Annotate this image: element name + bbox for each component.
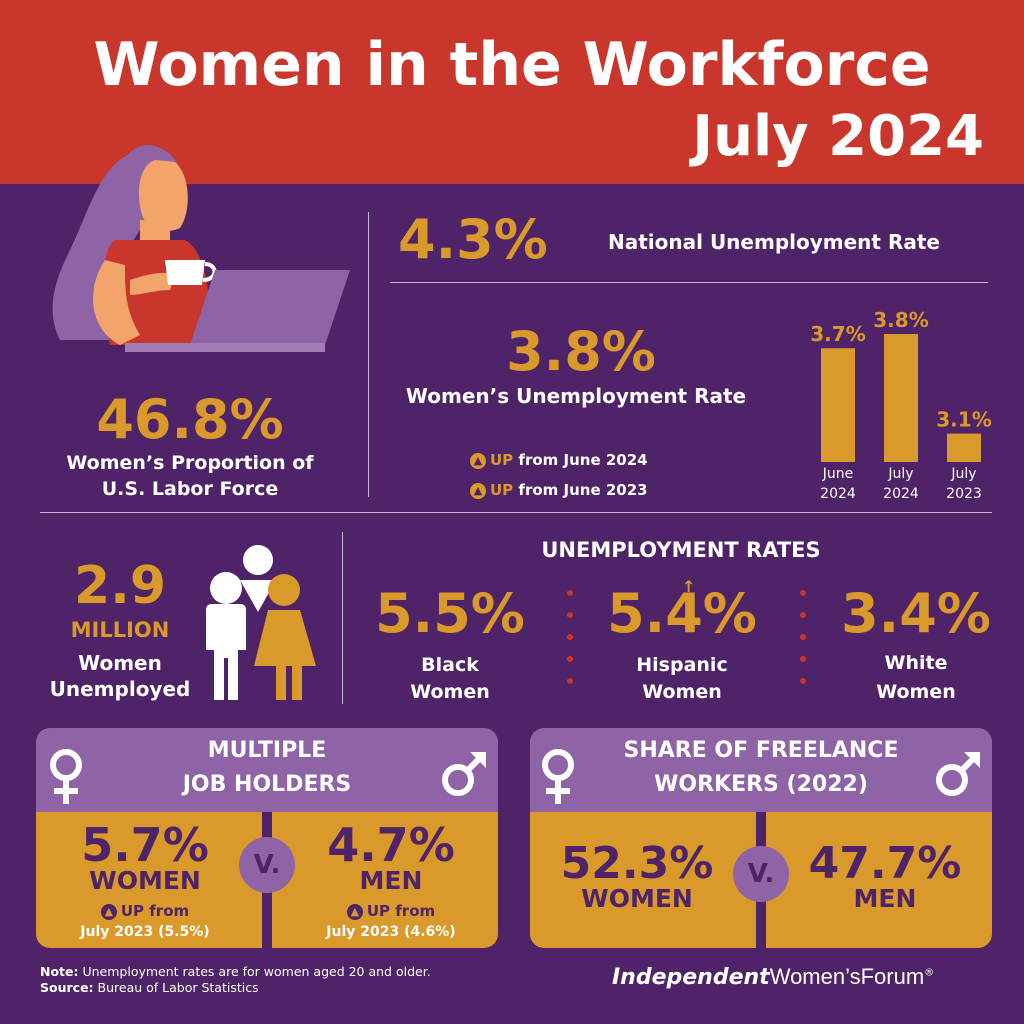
change-word: UP	[490, 481, 514, 499]
logo-part-3: Forum	[860, 964, 925, 989]
source-label: Source:	[40, 980, 94, 995]
bar-value-label: 3.1%	[936, 408, 991, 432]
category-label: 2023	[946, 486, 982, 502]
dotted-divider	[567, 590, 573, 700]
up-arrow-icon: ↑	[682, 577, 696, 596]
womens-rate-change-2: ▲ UP from June 2023	[470, 481, 648, 499]
bar-1	[884, 334, 918, 462]
unemployment-rates-heading: UNEMPLOYMENT RATES	[541, 538, 821, 562]
woman-laptop-illustration	[52, 145, 350, 352]
multiple-jobs-heading-line1: MULTIPLE	[207, 738, 327, 763]
black-women-label-line2: Women	[410, 681, 490, 703]
multiple-jobs-women-from: July 2023 (5.5%)	[80, 924, 210, 940]
note-label: Note:	[40, 964, 79, 979]
divider-line	[390, 282, 988, 283]
up-arrow-icon: ▲	[100, 903, 117, 920]
footer-note: Note: Unemployment rates are for women a…	[40, 964, 431, 979]
hispanic-women-rate: 5.4%	[607, 582, 757, 645]
up-arrow-icon: ▲	[346, 903, 363, 920]
multiple-jobs-men-cell	[272, 812, 498, 948]
category-label: June	[822, 466, 854, 482]
up-arrow-icon: ▲	[470, 482, 486, 499]
multiple-jobs-heading-line2: JOB HOLDERS	[182, 772, 352, 797]
freelance-women-label: WOMEN	[581, 884, 693, 913]
vertical-divider	[368, 212, 369, 497]
womens-rate-label: Women’s Unemployment Rate	[405, 384, 747, 408]
category-label: July	[887, 466, 913, 482]
multiple-jobs-men-change: ▲ UP from	[282, 902, 500, 920]
hispanic-women-label-line2: Women	[642, 681, 722, 703]
female-symbol-icon	[50, 749, 82, 804]
change-text: from June 2023	[518, 481, 648, 499]
footer-source: Source: Bureau of Labor Statistics	[40, 980, 259, 995]
multiple-jobs-women-change: ▲ UP from	[36, 902, 254, 920]
black-women-label-line1: Black	[421, 654, 479, 676]
bar-0	[821, 348, 855, 462]
freelance-men-label: MEN	[853, 884, 917, 913]
logo-mark: ®	[924, 967, 935, 979]
note-text: Unemployment rates are for women aged 20…	[78, 964, 431, 979]
multiple-jobs-women-label: WOMEN	[89, 866, 201, 895]
female-symbol-icon	[542, 749, 574, 804]
white-women-label-line2: Women	[876, 681, 956, 703]
national-rate-label: National Unemployment Rate	[608, 230, 940, 254]
freelance-heading-line2: WORKERS (2022)	[654, 772, 868, 797]
white-women-rate: 3.4%	[841, 582, 991, 645]
national-rate-value: 4.3%	[398, 208, 548, 271]
category-label: 2024	[883, 486, 919, 502]
freelance-men-cell	[766, 812, 992, 948]
male-symbol-icon	[442, 752, 486, 796]
change-text: from	[149, 902, 190, 920]
source-text: Bureau of Labor Statistics	[93, 980, 259, 995]
unemployment-bar-chart: 3.7% June 2024 3.8% July 2024 3.1% July 2023	[810, 308, 991, 502]
versus-badge: V.	[733, 846, 789, 902]
bar-value-label: 3.7%	[810, 322, 865, 346]
ifw-logo: IndependentWomen’sForum®	[612, 964, 934, 990]
womens-rate-change-1: ▲ UP from June 2024	[470, 451, 648, 469]
header-banner	[0, 0, 1024, 184]
multiple-jobs-men-value: 4.7%	[327, 818, 455, 872]
versus-badge: V.	[239, 837, 295, 893]
category-label: 2024	[820, 486, 856, 502]
category-label: July	[950, 466, 976, 482]
unemployed-women-label-line1: Women	[78, 651, 162, 675]
people-group-icon	[206, 545, 316, 700]
multiple-jobs-panel-header	[36, 728, 498, 812]
freelance-women-value: 52.3%	[560, 838, 714, 889]
multiple-jobs-women-cell	[36, 812, 262, 948]
page-title: Women in the Workforce	[93, 30, 931, 100]
white-women-label-line1: White	[884, 652, 948, 674]
vertical-divider	[342, 532, 343, 704]
labor-force-label-line1: Women’s Proportion of	[66, 452, 314, 474]
change-word: UP	[490, 451, 514, 469]
multiple-jobs-men-from: July 2023 (4.6%)	[326, 924, 456, 940]
freelance-women-cell	[530, 812, 756, 948]
freelance-panel-header	[530, 728, 992, 812]
dotted-divider	[800, 590, 806, 700]
change-text: from	[395, 902, 436, 920]
logo-part-1: Independent	[612, 965, 770, 990]
unemployed-women-unit: MILLION	[70, 618, 170, 642]
logo-part-2: Women’s	[769, 964, 861, 989]
hispanic-women-label-line1: Hispanic	[636, 654, 728, 676]
multiple-jobs-women-value: 5.7%	[81, 818, 209, 872]
black-women-rate: 5.5%	[375, 582, 525, 645]
womens-rate-value: 3.8%	[506, 320, 656, 383]
labor-force-label-line2: U.S. Labor Force	[101, 478, 279, 500]
unemployed-women-value: 2.9	[73, 556, 167, 616]
change-text: from June 2024	[518, 451, 648, 469]
page-subtitle: July 2024	[692, 104, 984, 169]
bar-value-label: 3.8%	[873, 308, 928, 332]
change-word: UP	[120, 902, 145, 920]
freelance-men-value: 47.7%	[808, 838, 962, 889]
up-arrow-icon: ▲	[470, 452, 486, 469]
change-word: UP	[366, 902, 391, 920]
divider-line	[40, 512, 992, 513]
male-symbol-icon	[936, 752, 980, 796]
bar-2	[947, 433, 981, 462]
labor-force-value: 46.8%	[96, 388, 284, 451]
multiple-jobs-men-label: MEN	[359, 866, 423, 895]
freelance-heading-line1: SHARE OF FREELANCE	[623, 738, 899, 763]
unemployed-women-label-line2: Unemployed	[49, 677, 191, 701]
